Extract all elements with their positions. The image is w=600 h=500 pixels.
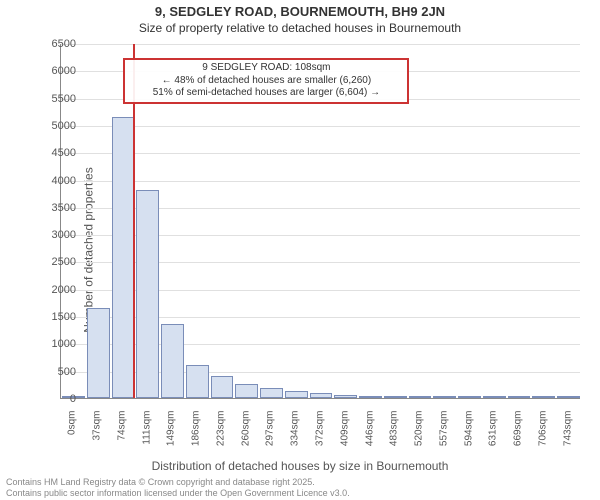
y-tick-label: 500 xyxy=(36,366,76,378)
footer-attribution: Contains HM Land Registry data © Crown c… xyxy=(6,477,350,499)
y-tick-label: 1000 xyxy=(36,338,76,350)
histogram-bar xyxy=(136,190,159,398)
histogram-bar xyxy=(87,308,110,398)
x-tick-label: 557sqm xyxy=(438,411,449,451)
histogram-bar xyxy=(334,395,357,398)
histogram-bar xyxy=(260,388,283,398)
x-tick-label: 74sqm xyxy=(116,411,127,451)
x-tick-label: 149sqm xyxy=(166,411,177,451)
histogram-bar xyxy=(508,396,531,398)
histogram-bar xyxy=(384,396,407,398)
y-tick-label: 2500 xyxy=(36,256,76,268)
plot-area: 9 SEDGLEY ROAD: 108sqm← 48% of detached … xyxy=(60,44,580,399)
gridline xyxy=(61,44,580,45)
y-tick-label: 6000 xyxy=(36,65,76,77)
histogram-bar xyxy=(310,393,333,398)
y-tick-label: 2000 xyxy=(36,284,76,296)
gridline xyxy=(61,153,580,154)
x-tick-label: 223sqm xyxy=(215,411,226,451)
histogram-bar xyxy=(161,324,184,398)
x-tick-label: 743sqm xyxy=(562,411,573,451)
y-tick-label: 0 xyxy=(36,393,76,405)
histogram-bar xyxy=(458,396,481,398)
chart-title-address: 9, SEDGLEY ROAD, BOURNEMOUTH, BH9 2JN xyxy=(0,4,600,19)
x-tick-label: 409sqm xyxy=(339,411,350,451)
annotation-line: ← 48% of detached houses are smaller (6,… xyxy=(129,75,403,88)
chart-title-description: Size of property relative to detached ho… xyxy=(0,21,600,35)
x-tick-label: 706sqm xyxy=(537,411,548,451)
x-tick-label: 334sqm xyxy=(290,411,301,451)
x-tick-label: 260sqm xyxy=(240,411,251,451)
x-tick-label: 594sqm xyxy=(463,411,474,451)
y-tick-label: 5000 xyxy=(36,120,76,132)
x-tick-label: 297sqm xyxy=(265,411,276,451)
annotation-box: 9 SEDGLEY ROAD: 108sqm← 48% of detached … xyxy=(123,58,409,104)
y-tick-label: 4000 xyxy=(36,175,76,187)
x-tick-label: 669sqm xyxy=(513,411,524,451)
x-tick-label: 520sqm xyxy=(414,411,425,451)
histogram-bar xyxy=(211,376,234,398)
footer-line-2: Contains public sector information licen… xyxy=(6,488,350,499)
annotation-line: 51% of semi-detached houses are larger (… xyxy=(129,87,403,100)
y-tick-label: 4500 xyxy=(36,147,76,159)
y-tick-label: 1500 xyxy=(36,311,76,323)
histogram-bar xyxy=(557,396,580,398)
y-tick-label: 6500 xyxy=(36,38,76,50)
histogram-bar xyxy=(483,396,506,398)
histogram-bar xyxy=(532,396,555,398)
x-tick-label: 631sqm xyxy=(488,411,499,451)
gridline xyxy=(61,181,580,182)
x-tick-label: 0sqm xyxy=(67,411,78,451)
histogram-bar xyxy=(433,396,456,398)
x-tick-label: 446sqm xyxy=(364,411,375,451)
annotation-line: 9 SEDGLEY ROAD: 108sqm xyxy=(129,62,403,75)
x-tick-label: 372sqm xyxy=(315,411,326,451)
x-tick-label: 186sqm xyxy=(191,411,202,451)
y-tick-label: 5500 xyxy=(36,93,76,105)
histogram-bar xyxy=(235,384,258,398)
x-tick-label: 111sqm xyxy=(141,411,152,451)
x-axis-label: Distribution of detached houses by size … xyxy=(0,459,600,473)
histogram-bar xyxy=(359,396,382,398)
histogram-bar xyxy=(285,391,308,398)
x-tick-label: 37sqm xyxy=(92,411,103,451)
y-tick-label: 3500 xyxy=(36,202,76,214)
histogram-bar xyxy=(112,117,135,398)
histogram-bar xyxy=(409,396,432,398)
footer-line-1: Contains HM Land Registry data © Crown c… xyxy=(6,477,350,488)
gridline xyxy=(61,126,580,127)
histogram-bar xyxy=(186,365,209,398)
x-tick-label: 483sqm xyxy=(389,411,400,451)
y-tick-label: 3000 xyxy=(36,229,76,241)
